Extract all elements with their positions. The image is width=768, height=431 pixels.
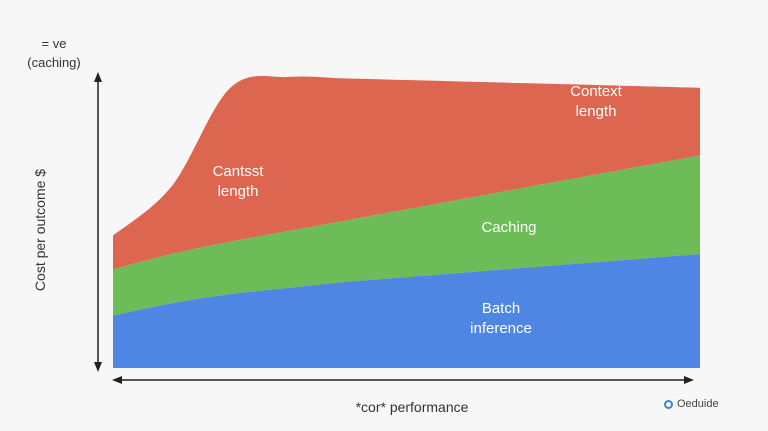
area-caching	[113, 155, 700, 316]
source-badge: Oeduide	[664, 398, 719, 410]
x-axis-label: *cor* performance	[356, 399, 469, 415]
circle-icon	[664, 399, 673, 409]
area-label-context-length: Cantsst length	[213, 163, 265, 200]
x-axis	[112, 376, 694, 384]
area-context-length	[113, 76, 700, 270]
stacked-areas	[113, 76, 700, 368]
y-axis-label: Cost per outcome $	[32, 169, 48, 291]
area-batch-inference	[113, 254, 700, 368]
corner-label-line2: (caching)	[27, 55, 80, 70]
area-label-batch-inference: Batch inference	[470, 300, 532, 337]
area-label-caching: Caching	[481, 219, 536, 236]
y-axis	[94, 72, 102, 372]
area-label-context-length: Context length	[570, 83, 623, 120]
corner-label-line1: = ve	[42, 36, 67, 51]
area-labels: Cantsst length Context length Caching Batch in…	[213, 83, 623, 337]
source-badge-text: Oeduide	[677, 398, 719, 410]
